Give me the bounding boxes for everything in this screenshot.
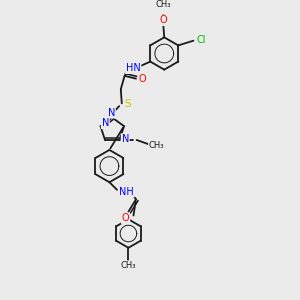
Text: Cl: Cl xyxy=(196,35,206,45)
Text: S: S xyxy=(124,99,131,109)
Text: O: O xyxy=(160,15,167,25)
Text: CH₃: CH₃ xyxy=(121,261,136,270)
Text: CH₃: CH₃ xyxy=(156,0,171,9)
Text: NH: NH xyxy=(119,187,134,197)
Text: O: O xyxy=(139,74,146,84)
Text: N: N xyxy=(122,134,129,144)
Text: CH₃: CH₃ xyxy=(149,141,164,150)
Text: HN: HN xyxy=(126,63,140,73)
Text: O: O xyxy=(122,213,129,223)
Text: N: N xyxy=(108,108,115,118)
Text: N: N xyxy=(102,118,109,128)
